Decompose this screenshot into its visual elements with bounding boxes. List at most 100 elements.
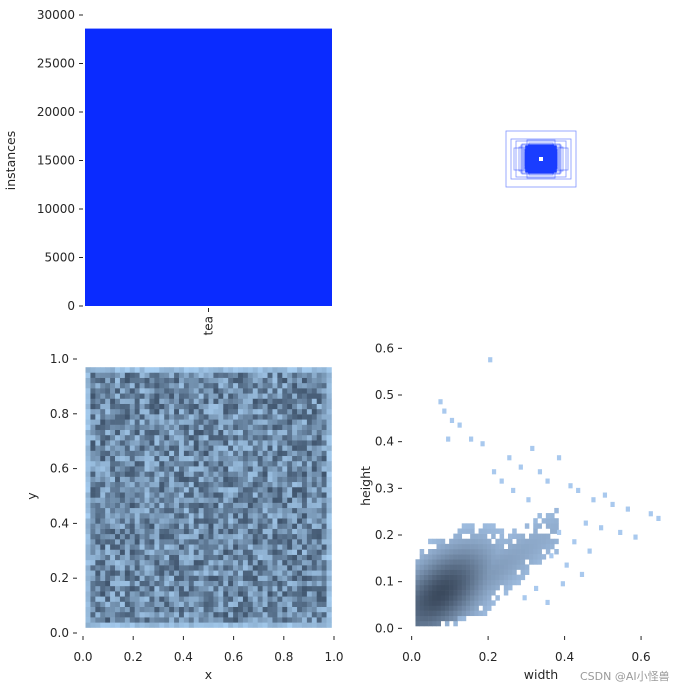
hist-cell [272, 471, 278, 477]
hist-cell [301, 419, 308, 425]
hist-cell [213, 414, 219, 420]
hist-cell [144, 502, 150, 509]
hist-cell [174, 596, 180, 602]
hist-cell [95, 372, 101, 378]
hist-cell [478, 579, 484, 586]
hist-cell [247, 393, 254, 399]
hist-cell [444, 543, 450, 550]
hist-cell [213, 424, 219, 430]
hist-cell [297, 367, 303, 373]
hist-cell [486, 549, 492, 555]
hist-cell [154, 559, 160, 566]
hist-cell [238, 429, 244, 436]
hist-cell [321, 549, 327, 555]
hist-cell [292, 419, 298, 425]
hist-cell [149, 450, 155, 457]
hist-cell [223, 440, 229, 446]
hist-cell [461, 600, 467, 606]
hist-cell [520, 538, 526, 545]
hist-cell [129, 388, 136, 394]
hist-cell [306, 565, 313, 571]
hist-cell [178, 403, 185, 410]
hist-cell [297, 591, 303, 597]
hist-cell [587, 548, 592, 554]
hist-cell [139, 445, 145, 451]
hist-cell [119, 539, 126, 545]
hist-cell [208, 606, 214, 613]
hist-cell [511, 487, 516, 493]
hist-cell [183, 424, 190, 430]
hist-cell [444, 620, 450, 627]
hist-cell [238, 507, 244, 514]
hist-cell [228, 523, 234, 529]
hist-cell [267, 622, 273, 628]
hist-cell [144, 481, 150, 488]
hist-cell [223, 528, 229, 535]
hist-cell [124, 481, 131, 488]
hist-cell [306, 507, 313, 514]
hist-cell [193, 377, 199, 384]
hist-cell [149, 486, 155, 493]
hist-cell [110, 450, 116, 457]
hist-cell [247, 492, 254, 498]
hist-cell [449, 569, 454, 575]
hist-cell [95, 507, 101, 514]
hist-cell [247, 601, 254, 607]
hist-cell [415, 600, 420, 606]
hist-cell [449, 584, 454, 591]
hist-cell [174, 466, 180, 472]
hist-cell [188, 528, 195, 535]
hist-cell [549, 553, 554, 559]
hist-cell [159, 393, 165, 399]
hist-cell [277, 575, 283, 581]
hist-cell [306, 523, 313, 529]
hist-cell [242, 528, 249, 535]
hist-cell [119, 377, 126, 384]
hist-cell [198, 419, 204, 425]
hist-cell [321, 539, 327, 545]
hist-cell [242, 424, 249, 430]
hist-cell [228, 393, 234, 399]
hist-cell [119, 481, 126, 488]
hist-cell [203, 393, 209, 399]
hist-cell [272, 502, 278, 509]
hist-cell [233, 559, 239, 566]
hist-cell [134, 539, 140, 545]
hist-cell [272, 507, 278, 514]
hist-cell [282, 476, 288, 483]
hist-cell [228, 528, 234, 535]
hist-cell [277, 419, 283, 425]
hist-cell [178, 533, 185, 540]
hist-cell [105, 606, 111, 613]
hist-cell [238, 424, 244, 430]
hist-cell [218, 434, 224, 441]
hist-cell [297, 429, 303, 436]
hist-cell [625, 506, 630, 512]
hist-cell [449, 610, 454, 617]
hist-cell [287, 591, 293, 597]
hist-cell [85, 575, 91, 581]
hist-cell [208, 596, 214, 602]
hist-cell [292, 481, 298, 488]
y-tick-label: 0.0 [375, 621, 394, 635]
hist-cell [306, 539, 313, 545]
box-outline [510, 138, 572, 180]
hist-cell [272, 445, 278, 451]
hist-cell [486, 595, 492, 601]
hist-cell [119, 565, 126, 571]
hist-cell [301, 434, 308, 441]
hist-cell [440, 579, 446, 586]
hist-cell [115, 481, 121, 488]
hist-cell [428, 590, 433, 596]
hist-cell [183, 570, 190, 576]
hist-cell [233, 549, 239, 555]
hist-cell [257, 486, 263, 493]
hist-cell [436, 543, 442, 550]
hist-cell [198, 601, 204, 607]
hist-cell [105, 398, 111, 404]
hist-cell [198, 434, 204, 441]
hist-cell [461, 605, 467, 611]
hist-cell [272, 617, 278, 623]
hist-cell [90, 554, 96, 561]
hist-cell [90, 575, 96, 581]
